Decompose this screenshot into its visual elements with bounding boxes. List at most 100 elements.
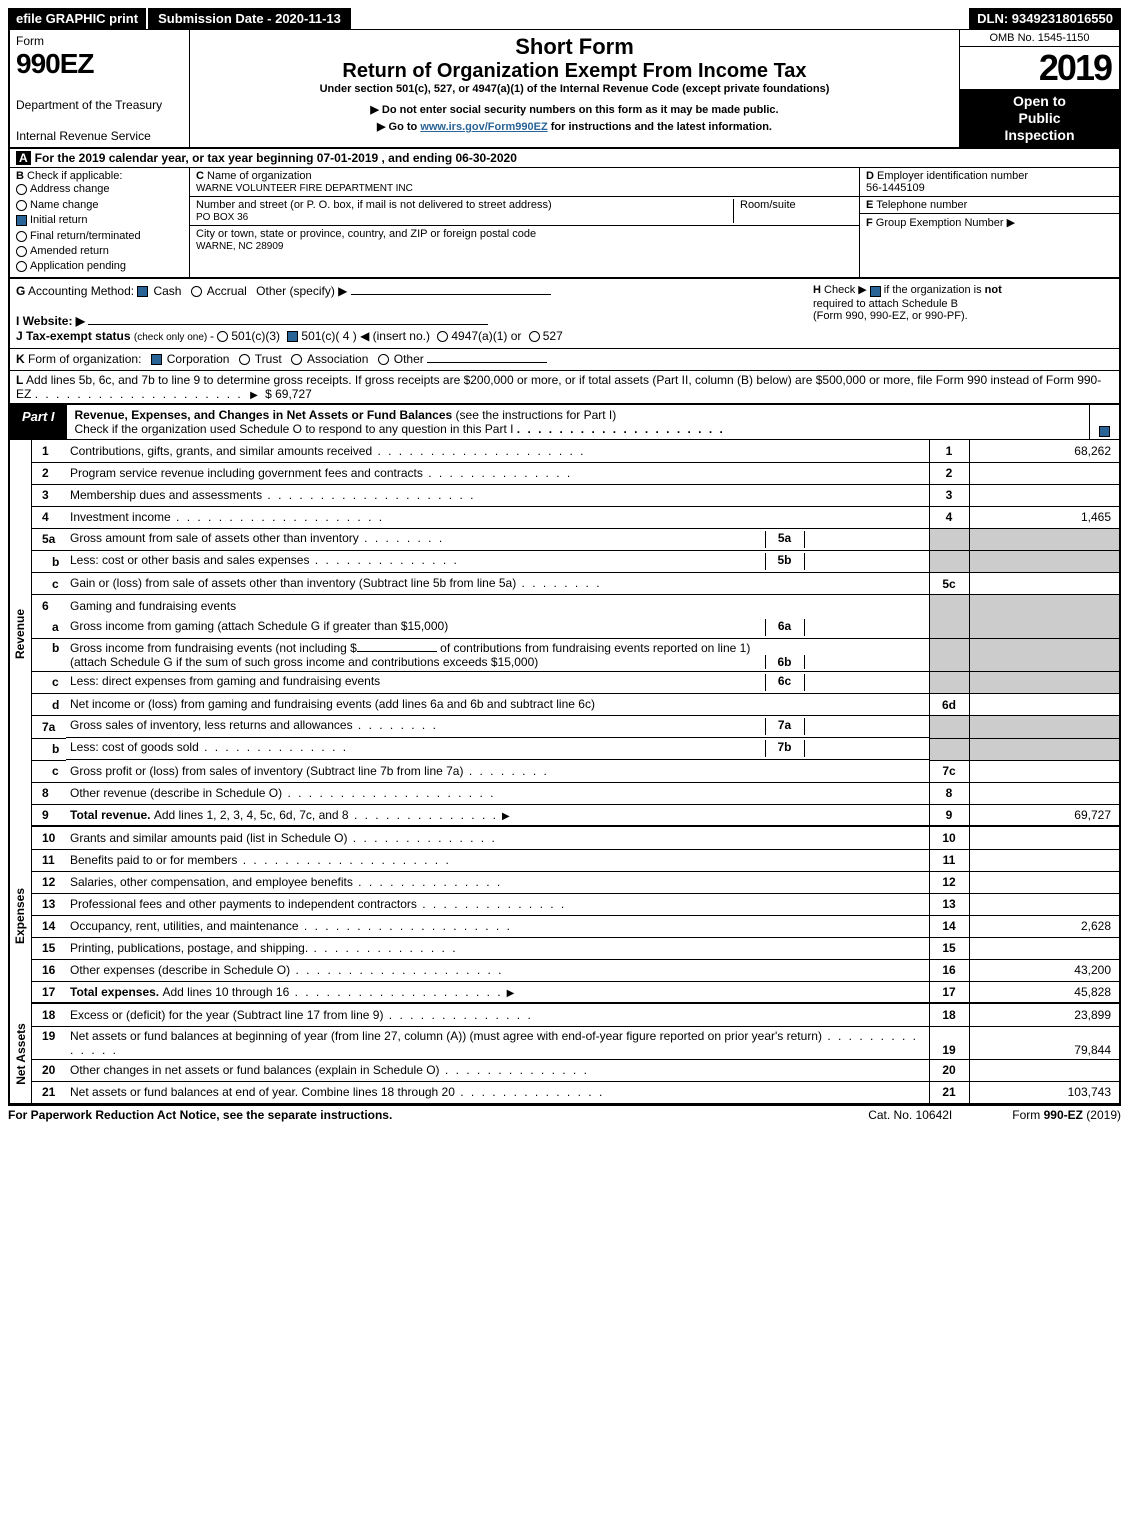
l-amount: $ 69,727 xyxy=(265,387,312,401)
goto-pre: ▶ Go to xyxy=(377,121,420,133)
chk-501c[interactable]: 501(c)( 4 ) ◀ (insert no.) xyxy=(287,329,430,343)
tax-year: 2019 xyxy=(960,47,1119,89)
expenses-table: 10Grants and similar amounts paid (list … xyxy=(32,827,1119,1004)
form-of-org-label: Form of organization: xyxy=(28,352,141,366)
tax-exempt-label: Tax-exempt status xyxy=(26,329,130,343)
chk-schedule-b[interactable] xyxy=(870,284,884,296)
part1-title-text: Revenue, Expenses, and Changes in Net As… xyxy=(75,408,453,422)
form-number: 990EZ xyxy=(16,48,183,80)
city-value: WARNE, NC 28909 xyxy=(196,241,283,252)
chk-527[interactable]: 527 xyxy=(529,329,563,343)
chk-cash[interactable]: Cash xyxy=(137,284,181,298)
telephone-label: Telephone number xyxy=(876,199,967,211)
chk-trust[interactable]: Trust xyxy=(239,352,282,366)
netassets-grid: Net Assets 18Excess or (deficit) for the… xyxy=(8,1004,1121,1105)
row-k: K Form of organization: Corporation Trus… xyxy=(8,349,1121,371)
open-line1: Open to xyxy=(964,93,1115,110)
chk-amended-return[interactable]: Amended return xyxy=(16,244,183,259)
expenses-sidelabel: Expenses xyxy=(10,827,32,1004)
chk-501c3[interactable]: 501(c)(3) xyxy=(217,329,280,343)
h-check-text: Check ▶ xyxy=(824,284,867,296)
room-suite-label: Room/suite xyxy=(733,199,853,223)
org-name-value: WARNE VOLUNTEER FIRE DEPARTMENT INC xyxy=(196,183,413,194)
header-grid: B Check if applicable: Address change Na… xyxy=(8,168,1121,278)
line-1: 1Contributions, gifts, grants, and simil… xyxy=(32,440,1119,462)
line-7b: bLess: cost of goods sold7b xyxy=(32,738,1119,760)
website-input[interactable] xyxy=(88,324,488,325)
chk-final-return[interactable]: Final return/terminated xyxy=(16,229,183,244)
l-arrow-icon xyxy=(246,387,262,401)
line-4: 4Investment income41,465 xyxy=(32,506,1119,528)
chk-address-change[interactable]: Address change xyxy=(16,182,183,197)
line-16: 16Other expenses (describe in Schedule O… xyxy=(32,959,1119,981)
chk-corporation[interactable]: Corporation xyxy=(151,352,230,366)
revenue-sidelabel: Revenue xyxy=(10,440,32,827)
line-7c: cGross profit or (loss) from sales of in… xyxy=(32,760,1119,782)
chk-other-org[interactable]: Other xyxy=(378,352,424,366)
line-17: 17Total expenses. Add lines 10 through 1… xyxy=(32,981,1119,1003)
subtitle-section: Under section 501(c), 527, or 4947(a)(1)… xyxy=(196,83,953,95)
irs-link[interactable]: www.irs.gov/Form990EZ xyxy=(420,121,547,133)
tax-period-text: For the 2019 calendar year, or tax year … xyxy=(35,151,517,165)
box-def: D Employer identification number 56-1445… xyxy=(859,168,1119,276)
form-id-box: Form 990EZ Department of the Treasury In… xyxy=(10,30,190,147)
other-specify-input[interactable] xyxy=(351,294,551,295)
row-l: L Add lines 5b, 6c, and 7b to line 9 to … xyxy=(8,371,1121,405)
top-bar: efile GRAPHIC print Submission Date - 20… xyxy=(8,8,1121,29)
row-g-h: G Accounting Method: Cash Accrual Other … xyxy=(8,279,1121,350)
chk-accrual[interactable]: Accrual xyxy=(191,284,247,298)
i-label: I xyxy=(16,314,19,328)
org-name-row: C Name of organization WARNE VOLUNTEER F… xyxy=(190,168,859,197)
line-3: 3Membership dues and assessments3 xyxy=(32,484,1119,506)
k-label: K xyxy=(16,352,25,366)
line-14: 14Occupancy, rent, utilities, and mainte… xyxy=(32,915,1119,937)
chk-initial-return[interactable]: Initial return xyxy=(16,213,183,228)
j-label: J xyxy=(16,329,23,343)
part1-dots xyxy=(517,422,725,436)
chk-application-pending[interactable]: Application pending xyxy=(16,259,183,274)
open-line3: Inspection xyxy=(964,127,1115,144)
line-5c: cGain or (loss) from sale of assets othe… xyxy=(32,573,1119,595)
chk-name-change[interactable]: Name change xyxy=(16,198,183,213)
open-to-public: Open to Public Inspection xyxy=(960,89,1119,147)
group-exemption-label: Group Exemption Number ▶ xyxy=(876,217,1015,229)
website-label: Website: ▶ xyxy=(23,314,85,328)
part1-check-line: Check if the organization used Schedule … xyxy=(75,422,514,436)
part1-checkbox[interactable] xyxy=(1099,426,1110,437)
line-11: 11Benefits paid to or for members11 xyxy=(32,849,1119,871)
goto-line: ▶ Go to www.irs.gov/Form990EZ for instru… xyxy=(196,120,953,133)
submission-date-badge: Submission Date - 2020-11-13 xyxy=(148,8,351,29)
title-short-form: Short Form xyxy=(196,34,953,60)
line-10: 10Grants and similar amounts paid (list … xyxy=(32,827,1119,849)
line-6d: dNet income or (loss) from gaming and fu… xyxy=(32,694,1119,716)
efile-print-button[interactable]: efile GRAPHIC print xyxy=(8,8,146,29)
ssn-warning: ▶ Do not enter social security numbers o… xyxy=(196,103,953,116)
other-org-input[interactable] xyxy=(427,362,547,363)
h-not: not xyxy=(985,284,1002,296)
h-label: H xyxy=(813,284,821,296)
page-footer: For Paperwork Reduction Act Notice, see … xyxy=(8,1105,1121,1122)
title-return: Return of Organization Exempt From Incom… xyxy=(196,60,953,83)
part1-tag: Part I xyxy=(10,405,67,439)
city-label: City or town, state or province, country… xyxy=(196,228,536,240)
line-21: 21Net assets or fund balances at end of … xyxy=(32,1081,1119,1103)
part1-title-sub: (see the instructions for Part I) xyxy=(456,408,617,422)
tax-period-row: A For the 2019 calendar year, or tax yea… xyxy=(8,149,1121,168)
line-15: 15Printing, publications, postage, and s… xyxy=(32,937,1119,959)
line-5b: bLess: cost or other basis and sales exp… xyxy=(32,551,1119,573)
line-6a: aGross income from gaming (attach Schedu… xyxy=(32,617,1119,639)
form-ref: Form 990-EZ (2019) xyxy=(1012,1108,1121,1122)
name-of-org-label: Name of organization xyxy=(207,170,312,182)
dept-treasury: Department of the Treasury xyxy=(16,98,183,112)
dln-badge: DLN: 93492318016550 xyxy=(969,8,1121,29)
cat-no: Cat. No. 10642I xyxy=(868,1108,952,1122)
part1-checkbox-cell xyxy=(1089,405,1119,439)
6b-amount-input[interactable] xyxy=(357,651,437,652)
box-f: F Group Exemption Number ▶ xyxy=(860,214,1119,276)
h-text4: (Form 990, 990-EZ, or 990-PF). xyxy=(813,310,968,322)
title-right: OMB No. 1545-1150 2019 Open to Public In… xyxy=(959,30,1119,147)
accounting-method-label: Accounting Method: xyxy=(28,284,134,298)
chk-association[interactable]: Association xyxy=(291,352,368,366)
chk-4947[interactable]: 4947(a)(1) or xyxy=(437,329,521,343)
arrow-icon xyxy=(498,808,514,822)
